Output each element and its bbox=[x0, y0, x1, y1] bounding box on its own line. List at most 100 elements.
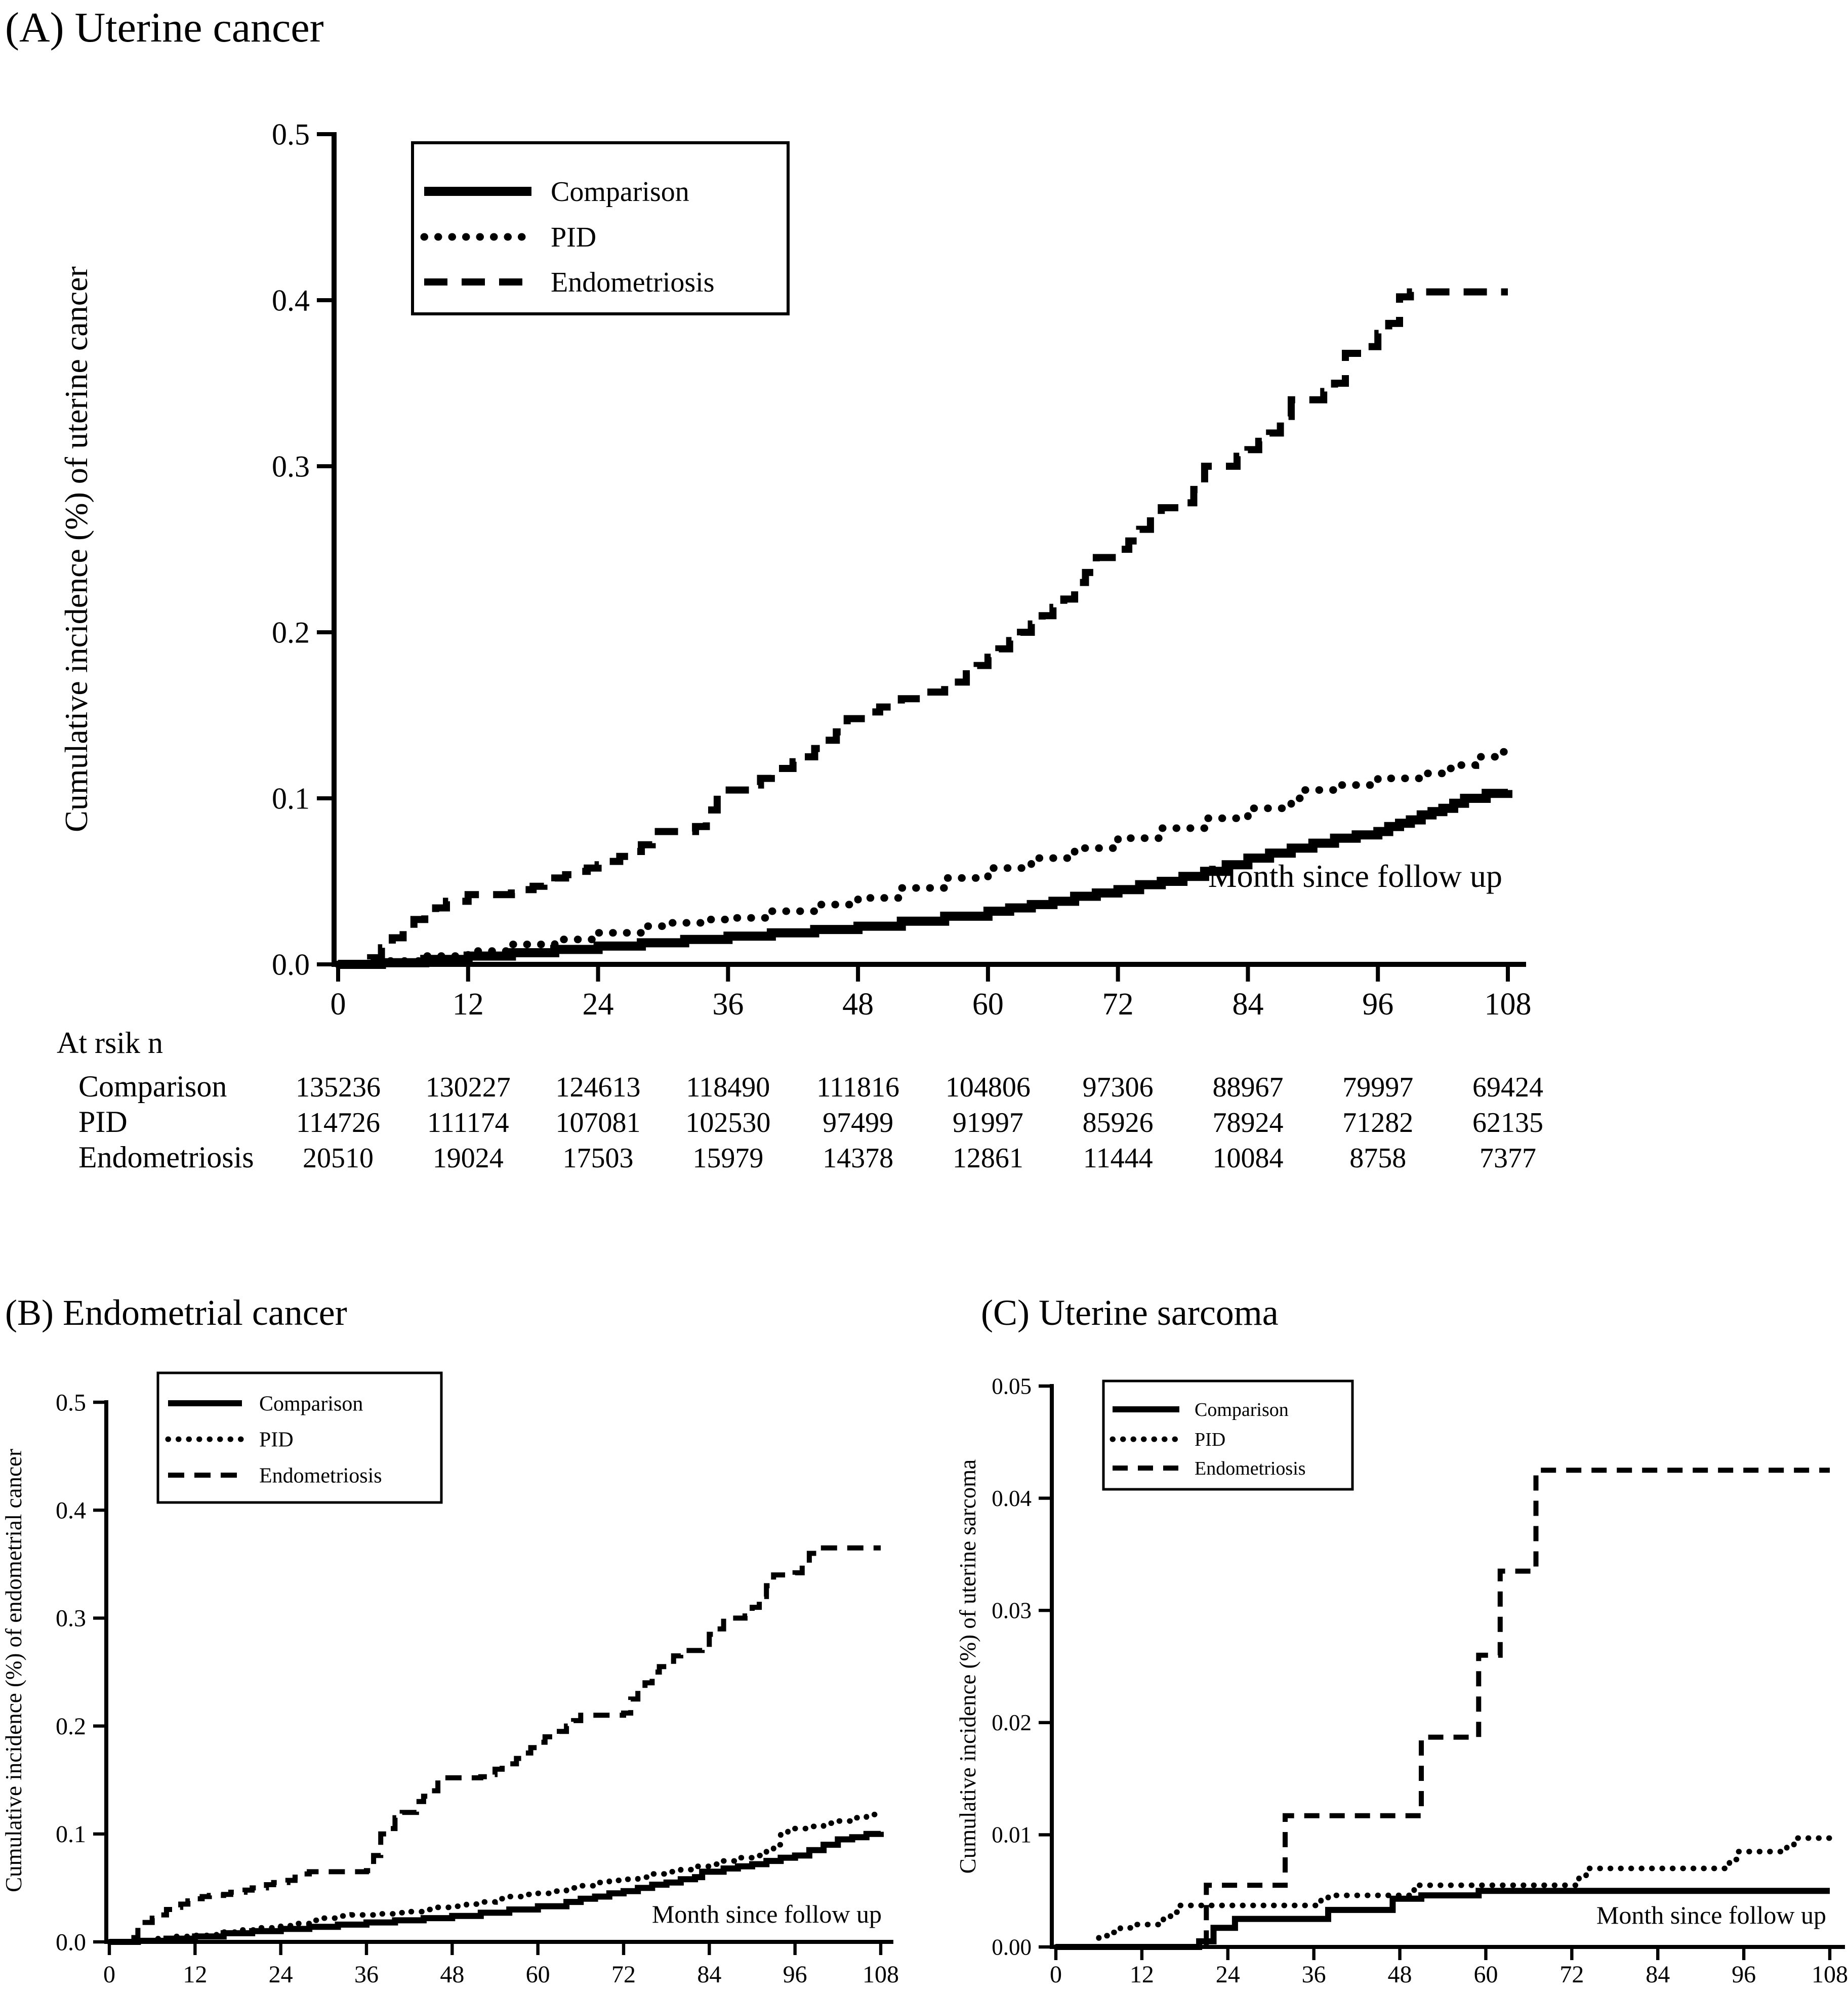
at-risk-row-label: PID bbox=[78, 1105, 128, 1139]
x-tick-label: 12 bbox=[183, 1961, 207, 1988]
at-risk-value: 7377 bbox=[1480, 1143, 1536, 1174]
y-tick-label: 0.3 bbox=[272, 450, 310, 483]
series-comparison-line bbox=[338, 789, 1512, 969]
legend-label: PID bbox=[551, 222, 596, 253]
at-risk-value: 88967 bbox=[1212, 1072, 1284, 1103]
legend-label: Comparison bbox=[551, 176, 689, 208]
y-tick-label: 0.03 bbox=[992, 1598, 1032, 1623]
at-risk-table-title: At rsik n bbox=[57, 1026, 163, 1060]
at-risk-value: 114726 bbox=[296, 1107, 380, 1139]
x-tick-label: 84 bbox=[1646, 1961, 1670, 1988]
x-tick-label: 24 bbox=[269, 1961, 293, 1988]
at-risk-value: 62135 bbox=[1472, 1107, 1543, 1139]
x-axis-label: Month since follow up bbox=[652, 1900, 882, 1928]
x-tick-label: 12 bbox=[1130, 1961, 1154, 1988]
y-tick-label: 0.5 bbox=[272, 117, 310, 151]
x-tick-label: 60 bbox=[526, 1961, 550, 1988]
x-tick-label: 36 bbox=[354, 1961, 379, 1988]
at-risk-value: 111816 bbox=[816, 1072, 900, 1103]
x-tick-label: 96 bbox=[783, 1961, 807, 1988]
y-axis-label: Cumulative incidence (%) of endometrial … bbox=[1, 1449, 26, 1892]
x-tick-label: 0 bbox=[331, 987, 346, 1022]
legend-label: Comparison bbox=[259, 1392, 363, 1415]
y-tick-label: 0.4 bbox=[272, 283, 310, 317]
at-risk-value: 124613 bbox=[555, 1072, 641, 1103]
y-tick-label: 0.4 bbox=[56, 1497, 86, 1524]
y-tick-label: 0.05 bbox=[992, 1373, 1032, 1399]
legend-label: PID bbox=[259, 1428, 294, 1451]
y-tick-label: 0.1 bbox=[272, 782, 310, 815]
legend-label: PID bbox=[1195, 1429, 1225, 1450]
at-risk-value: 85926 bbox=[1082, 1107, 1154, 1139]
series-comparison-line bbox=[1056, 1888, 1830, 1950]
at-risk-value: 20510 bbox=[303, 1143, 374, 1174]
x-tick-label: 24 bbox=[583, 987, 614, 1022]
x-tick-label: 108 bbox=[863, 1961, 899, 1988]
at-risk-value: 11444 bbox=[1083, 1143, 1153, 1174]
at-risk-value: 19024 bbox=[432, 1143, 504, 1174]
y-tick-label: 0.02 bbox=[992, 1710, 1032, 1735]
series-endometriosis-line bbox=[109, 1545, 881, 1944]
at-risk-value: 12861 bbox=[952, 1143, 1023, 1174]
x-tick-label: 96 bbox=[1732, 1961, 1756, 1988]
at-risk-row-label: Endometriosis bbox=[78, 1141, 254, 1174]
at-risk-value: 10084 bbox=[1212, 1143, 1284, 1174]
x-tick-label: 84 bbox=[1232, 987, 1263, 1022]
series-pid-line bbox=[106, 1809, 884, 1945]
series-comparison-line bbox=[109, 1831, 884, 1945]
at-risk-value: 8758 bbox=[1349, 1143, 1407, 1174]
y-tick-label: 0.01 bbox=[992, 1822, 1032, 1848]
x-tick-label: 48 bbox=[1388, 1961, 1412, 1988]
at-risk-value: 118490 bbox=[686, 1072, 770, 1103]
at-risk-value: 97306 bbox=[1082, 1072, 1154, 1103]
at-risk-value: 130227 bbox=[425, 1072, 511, 1103]
x-tick-label: 0 bbox=[1050, 1961, 1062, 1988]
x-tick-label: 84 bbox=[697, 1961, 721, 1988]
y-tick-label: 0.3 bbox=[56, 1605, 86, 1632]
x-tick-label: 48 bbox=[440, 1961, 464, 1988]
x-tick-label: 48 bbox=[842, 987, 874, 1022]
at-risk-value: 102530 bbox=[685, 1107, 771, 1139]
at-risk-value: 111174 bbox=[427, 1107, 509, 1139]
series-endometriosis-line bbox=[1056, 1468, 1830, 1949]
at-risk-value: 91997 bbox=[952, 1107, 1023, 1139]
x-tick-label: 108 bbox=[1485, 987, 1532, 1022]
panel-b-chart: 0 12 24 36 48 60 72 84 96 108 0.0 0.1 0.2 0.3 0.4 0.5 Cu… bbox=[1, 1371, 899, 1988]
series-pid-line bbox=[334, 745, 1512, 968]
legend-label: Comparison bbox=[1195, 1399, 1289, 1420]
panel-c-chart: 0 12 24 36 48 60 72 84 96 108 0.00 0.01 0.02 0.03 0.04… bbox=[955, 1373, 1848, 1988]
series-pid-line bbox=[1053, 1835, 1833, 1950]
legend-label: Endometriosis bbox=[1195, 1458, 1306, 1479]
x-tick-label: 36 bbox=[712, 987, 744, 1022]
at-risk-row-label: Comparison bbox=[78, 1070, 227, 1103]
y-axis-label: Cumulative incidence (%) of uterine sarc… bbox=[955, 1459, 980, 1874]
at-risk-value: 79997 bbox=[1342, 1072, 1414, 1103]
legend-label: Endometriosis bbox=[259, 1464, 382, 1487]
x-tick-label: 72 bbox=[1559, 1961, 1584, 1988]
at-risk-value: 135236 bbox=[296, 1072, 381, 1103]
x-tick-label: 96 bbox=[1362, 987, 1393, 1022]
at-risk-value: 17503 bbox=[562, 1143, 634, 1174]
panel-c-title: (C) Uterine sarcoma bbox=[981, 1292, 1279, 1333]
y-tick-label: 0.04 bbox=[992, 1486, 1032, 1511]
at-risk-value: 107081 bbox=[555, 1107, 641, 1139]
y-tick-label: 0.2 bbox=[272, 616, 310, 649]
y-tick-label: 0.1 bbox=[56, 1821, 86, 1848]
panel-a-title: (A) Uterine cancer bbox=[5, 4, 324, 51]
at-risk-value: 78924 bbox=[1212, 1107, 1284, 1139]
x-tick-label: 60 bbox=[1473, 1961, 1498, 1988]
y-tick-label: 0.0 bbox=[56, 1929, 86, 1956]
y-axis-label: Cumulative incidence (%) of uterine canc… bbox=[58, 266, 94, 832]
y-tick-label: 0.2 bbox=[56, 1713, 86, 1740]
x-tick-label: 72 bbox=[611, 1961, 636, 1988]
y-tick-label: 0.0 bbox=[272, 948, 310, 981]
x-tick-label: 72 bbox=[1102, 987, 1134, 1022]
at-risk-value: 15979 bbox=[692, 1143, 764, 1174]
at-risk-value: 97499 bbox=[823, 1107, 894, 1139]
x-tick-label: 0 bbox=[103, 1961, 115, 1988]
x-axis-label: Month since follow up bbox=[1596, 1901, 1826, 1929]
x-tick-label: 60 bbox=[972, 987, 1004, 1022]
at-risk-value: 69424 bbox=[1472, 1072, 1543, 1103]
